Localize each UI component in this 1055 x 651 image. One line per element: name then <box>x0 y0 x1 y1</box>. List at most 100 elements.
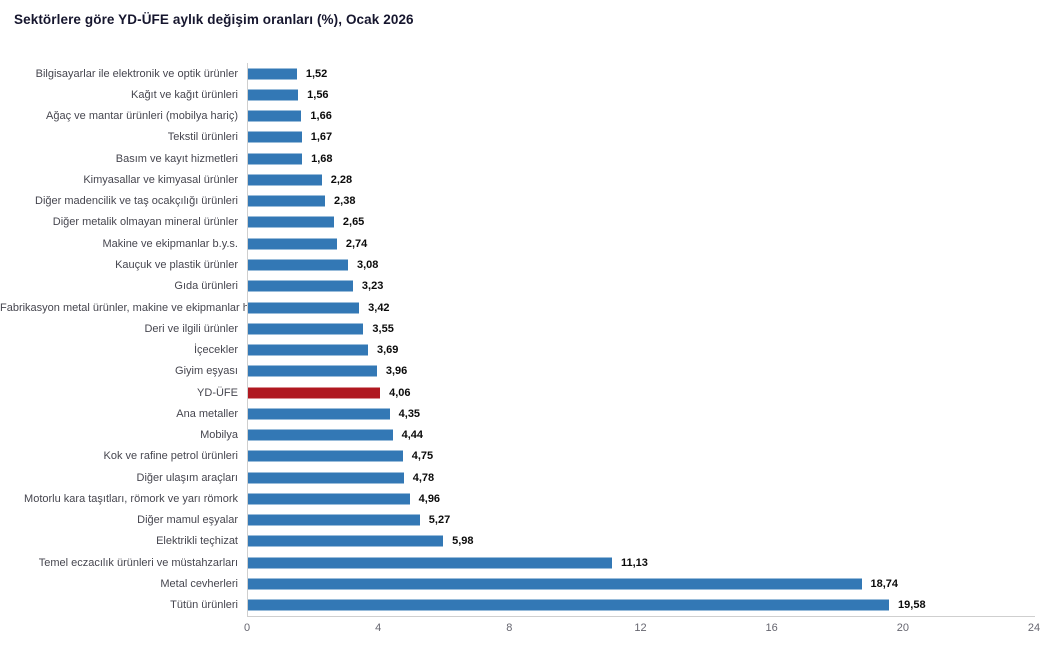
chart-row: Metal cevherleri 18,74 <box>0 573 1055 594</box>
category-label: Kok ve rafine petrol ürünleri <box>103 450 238 463</box>
bar-track: 4,78 <box>247 467 1034 488</box>
category-label: Mobilya <box>200 429 238 442</box>
bar-track: 3,96 <box>247 361 1034 382</box>
chart-row: Kok ve rafine petrol ürünleri 4,75 <box>0 446 1055 467</box>
bar <box>247 68 297 80</box>
x-axis-ticks: 0 4 8 12 16 20 24 <box>243 622 1040 636</box>
bar-track: 3,08 <box>247 254 1034 275</box>
bar-track: 4,96 <box>247 488 1034 509</box>
chart-row: Giyim eşyası 3,96 <box>0 361 1055 382</box>
value-label: 1,66 <box>310 110 332 123</box>
bar <box>247 450 403 462</box>
bar <box>247 323 364 335</box>
value-label: 3,23 <box>361 280 384 293</box>
bar <box>247 535 444 547</box>
chart-row: Makine ve ekipmanlar b.y.s. 2,74 <box>0 233 1055 254</box>
category-label: Metal cevherleri <box>160 577 238 590</box>
bar <box>247 578 862 590</box>
bar <box>247 514 420 526</box>
bar-track: 3,55 <box>247 318 1034 339</box>
bar-track: 5,98 <box>247 531 1034 552</box>
bar-track: 1,68 <box>247 148 1034 169</box>
bar <box>247 429 393 441</box>
bar-track: 2,74 <box>247 233 1034 254</box>
bar <box>247 408 390 420</box>
value-label: 2,28 <box>330 173 353 186</box>
category-label: Makine ve ekipmanlar b.y.s. <box>102 237 238 250</box>
chart-row: Tekstil ürünleri 1,67 <box>0 127 1055 148</box>
value-label: 4,96 <box>418 492 441 505</box>
category-label: Bilgisayarlar ile elektronik ve optik ür… <box>35 67 238 80</box>
category-label: Diğer metalik olmayan mineral ürünler <box>52 216 238 229</box>
chart-row: Temel eczacılık ürünleri ve müstahzarlar… <box>0 552 1055 573</box>
category-label: Diğer mamul eşyalar <box>137 514 238 527</box>
bar-track: 4,35 <box>247 403 1034 424</box>
chart-row: Mobilya 4,44 <box>0 425 1055 446</box>
value-label: 2,74 <box>345 237 368 250</box>
page-title: Sektörlere göre YD-ÜFE aylık değişim ora… <box>14 12 414 27</box>
bar <box>247 110 302 122</box>
bar <box>247 89 299 101</box>
x-axis-tick: 4 <box>375 622 382 634</box>
value-label: 4,06 <box>389 386 411 399</box>
bar <box>247 259 348 271</box>
category-label: Tütün ürünleri <box>170 599 238 612</box>
chart-row: YD-ÜFE 4,06 <box>0 382 1055 403</box>
category-label: Ana metaller <box>176 407 238 420</box>
value-label: 18,74 <box>870 578 899 590</box>
bar-track: 1,56 <box>247 84 1034 105</box>
bar-track: 2,28 <box>247 169 1034 190</box>
category-label: Motorlu kara taşıtları, römork ve yarı r… <box>24 492 238 505</box>
category-label: Kauçuk ve plastik ürünler <box>115 258 238 271</box>
bar <box>247 493 410 505</box>
bar-track: 19,58 <box>247 595 1034 616</box>
value-label: 4,75 <box>411 450 434 463</box>
category-label: Temel eczacılık ürünleri ve müstahzarlar… <box>38 556 238 569</box>
chart-row: Tütün ürünleri 19,58 <box>0 595 1055 616</box>
bar <box>247 344 368 356</box>
bar <box>247 599 890 611</box>
x-axis-tick: 12 <box>634 622 647 634</box>
x-axis-tick: 20 <box>896 622 909 634</box>
value-label: 3,55 <box>372 322 394 335</box>
category-label: Fabrikasyon metal ürünler, makine ve eki… <box>0 301 267 314</box>
chart-row: Deri ve ilgili ürünler 3,55 <box>0 318 1055 339</box>
bar-track: 1,67 <box>247 127 1034 148</box>
bar-track: 18,74 <box>247 573 1034 594</box>
bar <box>247 557 612 569</box>
x-axis-tick: 24 <box>1027 622 1041 634</box>
bar <box>247 195 326 207</box>
chart-row: Motorlu kara taşıtları, römork ve yarı r… <box>0 488 1055 509</box>
category-label: Gıda ürünleri <box>174 280 238 293</box>
bar-track: 11,13 <box>247 552 1034 573</box>
chart-row: Fabrikasyon metal ürünler, makine ve eki… <box>0 297 1055 318</box>
category-label: Diğer madencilik ve taş ocakçılığı ürünl… <box>35 195 238 208</box>
bar-track: 3,42 <box>247 297 1034 318</box>
chart-row: Ana metaller 4,35 <box>0 403 1055 424</box>
value-label: 3,69 <box>377 344 399 357</box>
value-label: 5,27 <box>428 514 451 527</box>
bar-track: 3,23 <box>247 276 1034 297</box>
value-label: 1,56 <box>307 88 329 101</box>
bar <box>247 153 303 165</box>
value-label: 1,67 <box>310 131 333 144</box>
bar-track: 1,66 <box>247 106 1034 127</box>
category-label: Basım ve kayıt hizmetleri <box>115 152 238 165</box>
x-axis-tick: 0 <box>243 622 251 634</box>
chart-row: İçecekler 3,69 <box>0 339 1055 360</box>
category-label: Ağaç ve mantar ürünleri (mobilya hariç) <box>46 110 238 123</box>
chart-row: Diğer metalik olmayan mineral ürünler 2,6… <box>0 212 1055 233</box>
bar <box>247 302 360 314</box>
bar-track: 2,65 <box>247 212 1034 233</box>
bar <box>247 280 353 292</box>
category-label: Giyim eşyası <box>175 365 238 378</box>
chart-row: Bilgisayarlar ile elektronik ve optik ür… <box>0 63 1055 84</box>
value-label: 4,44 <box>401 429 424 442</box>
value-label: 1,68 <box>311 152 333 165</box>
value-label: 11,13 <box>620 556 648 569</box>
x-axis-tick: 16 <box>765 622 778 634</box>
x-axis-tick: 8 <box>506 622 513 634</box>
chart-row: Diğer mamul eşyalar 5,27 <box>0 510 1055 531</box>
value-label: 1,52 <box>305 67 328 80</box>
bar-track: 3,69 <box>247 339 1034 360</box>
